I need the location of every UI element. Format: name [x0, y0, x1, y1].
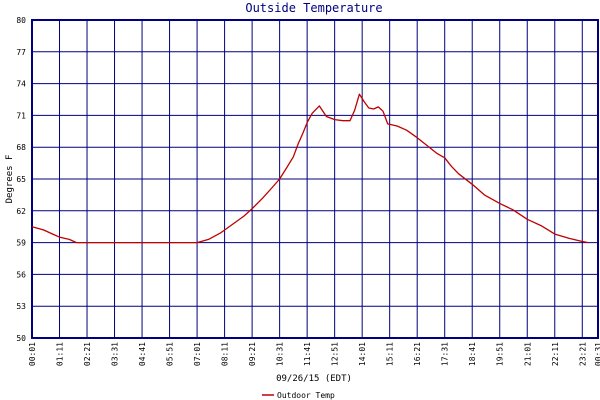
chart-title: Outside Temperature: [245, 1, 382, 15]
y-tick-label: 68: [16, 143, 26, 152]
x-tick-label: 21:01: [523, 342, 532, 366]
y-tick-label: 50: [16, 334, 26, 343]
y-axis-label: Degrees F: [5, 155, 15, 204]
y-tick-label: 65: [16, 175, 26, 184]
x-tick-label: 07:01: [193, 342, 202, 366]
x-tick-label: 14:01: [358, 342, 367, 366]
grid: [31, 19, 599, 339]
x-tick-label: 05:51: [166, 342, 175, 366]
y-tick-label: 62: [16, 207, 26, 216]
x-tick-label: 15:11: [386, 342, 395, 366]
x-tick-label: 11:41: [303, 342, 312, 366]
x-tick-label: 03:31: [111, 342, 120, 366]
series-line-outdoor-temp: [31, 93, 589, 244]
x-tick-label: 17:31: [441, 342, 450, 366]
x-tick-label: 04:41: [138, 342, 147, 366]
x-axis-label: 09/26/15 (EDT): [276, 374, 352, 384]
x-tick-label: 02:21: [83, 342, 92, 366]
y-tick-label: 53: [16, 302, 26, 311]
x-tick-label: 12:51: [331, 342, 340, 366]
x-tick-label: 18:41: [468, 342, 477, 366]
x-tick-label: 09:21: [248, 342, 257, 366]
x-tick-label: 01:11: [56, 342, 65, 366]
x-tick-label: 08:11: [221, 342, 230, 366]
y-tick-label: 74: [16, 80, 26, 89]
y-tick-label: 59: [16, 239, 26, 248]
x-tick-label: 23:21: [578, 342, 587, 366]
x-tick-label: 16:21: [413, 342, 422, 366]
y-tick-label: 56: [16, 270, 26, 279]
y-tick-label: 71: [16, 111, 26, 120]
x-tick-label: 19:51: [496, 342, 505, 366]
x-tick-label: 00:01: [28, 342, 37, 366]
y-axis-ticks: 50 53 56 59 62 65 68 71 74 77 80: [16, 16, 26, 343]
x-axis-ticks: 00:01 01:11 02:21 03:31 04:41 05:51 07:01 08:11…: [28, 342, 600, 366]
y-tick-label: 77: [16, 48, 26, 57]
y-tick-label: 80: [16, 16, 26, 25]
x-tick-label: 22:11: [551, 342, 560, 366]
series-group: [31, 93, 589, 244]
x-tick-label: 00:31: [594, 342, 600, 366]
x-tick-label: 10:31: [276, 342, 285, 366]
legend-label: Outdoor Temp: [277, 391, 335, 400]
